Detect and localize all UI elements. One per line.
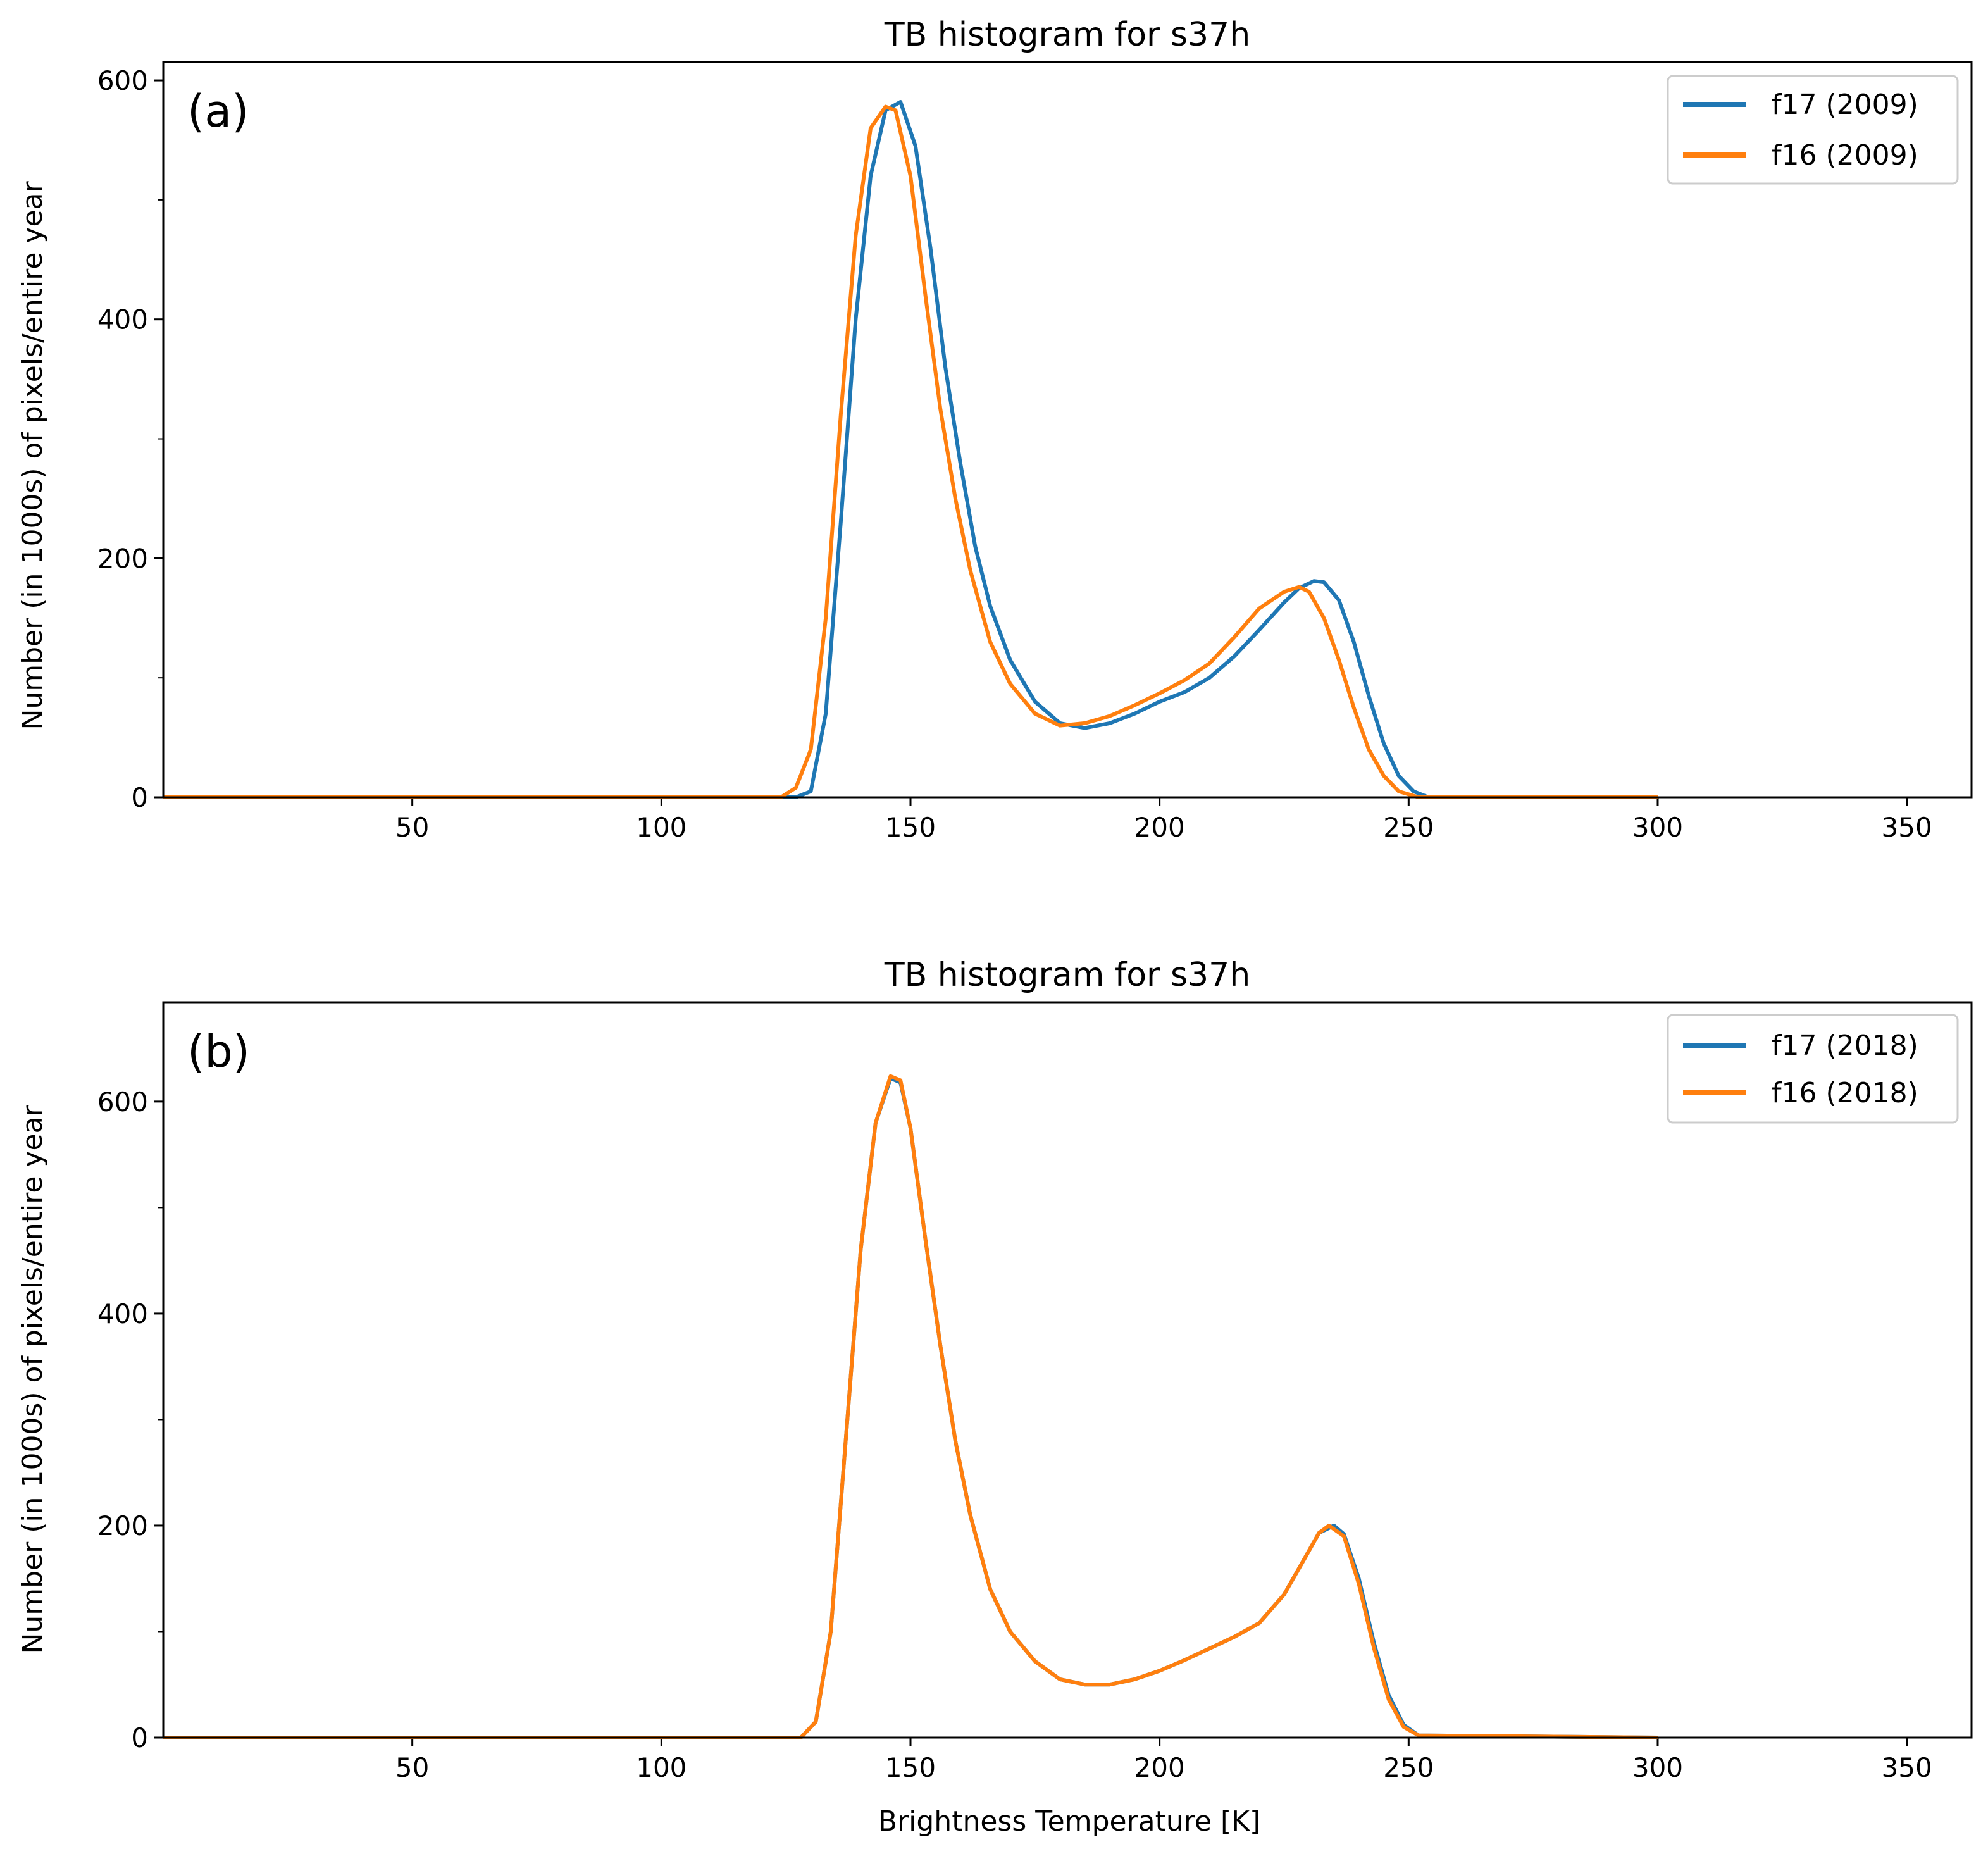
panel-b-x-tick-label-50: 50 xyxy=(395,1752,429,1783)
panel-a-plot-area: 50 100 150 200 250 300 350 0 200 400 600 xyxy=(97,61,1973,843)
panel-a-y-tick-label-400: 400 xyxy=(97,304,148,335)
panel-b-x-tick-label-300: 300 xyxy=(1632,1752,1683,1783)
panel-a-x-tick-label-150: 150 xyxy=(885,812,936,843)
panel-a-label: (a) xyxy=(187,85,249,137)
panel-b-legend-label-f17: f17 (2018) xyxy=(1772,1030,1918,1062)
panel-a: TB histogram for s37h Number (in 1000s) … xyxy=(16,16,1973,843)
panel-b: TB histogram for s37h Number (in 1000s) … xyxy=(16,956,1973,1838)
panel-a-y-tick-label-200: 200 xyxy=(97,543,148,574)
panel-a-axes-frame xyxy=(162,61,1973,799)
panel-a-series-line-f17 xyxy=(163,100,1658,799)
panel-a-x-tick-label-350: 350 xyxy=(1882,812,1932,843)
x-axis-label: Brightness Temperature [K] xyxy=(878,1805,1260,1838)
panel-a-legend-label-f17: f17 (2009) xyxy=(1772,89,1918,121)
panel-b-x-tick-label-350: 350 xyxy=(1882,1752,1932,1783)
panel-a-legend: f17 (2009) f16 (2009) xyxy=(1667,75,1959,185)
panel-b-legend-box xyxy=(1667,1014,1959,1124)
panel-a-x-tick-label-250: 250 xyxy=(1383,812,1434,843)
panel-b-label: (b) xyxy=(187,1026,250,1078)
panel-a-series-line-f16 xyxy=(163,104,1658,799)
panel-a-x-tick-label-200: 200 xyxy=(1134,812,1185,843)
panel-b-x-tick-label-100: 100 xyxy=(636,1752,686,1783)
panel-b-y-tick-label-0: 0 xyxy=(131,1722,148,1753)
panel-b-y-tick-label-200: 200 xyxy=(97,1510,148,1541)
panel-a-x-tick-label-300: 300 xyxy=(1632,812,1683,843)
panel-a-legend-label-f16: f16 (2009) xyxy=(1772,139,1918,171)
panel-a-title: TB histogram for s37h xyxy=(884,16,1250,54)
panel-b-x-tick-label-150: 150 xyxy=(885,1752,936,1783)
panel-a-x-tick-label-50: 50 xyxy=(395,812,429,843)
panel-b-y-tick-label-600: 600 xyxy=(97,1086,148,1117)
panel-a-y-tick-label-0: 0 xyxy=(131,782,148,813)
panel-b-x-tick-label-200: 200 xyxy=(1134,1752,1185,1783)
panel-b-plot-area: 50 100 150 200 250 300 350 0 200 400 600 xyxy=(97,1001,1973,1783)
panel-b-ylabel: Number (in 1000s) of pixels/entire year xyxy=(16,1105,49,1654)
panel-b-series-line-f16 xyxy=(163,1074,1658,1739)
panel-b-x-tick-label-250: 250 xyxy=(1383,1752,1434,1783)
panel-a-x-tick-label-100: 100 xyxy=(636,812,686,843)
panel-b-legend-label-f16: f16 (2018) xyxy=(1772,1077,1918,1109)
panel-a-ylabel: Number (in 1000s) of pixels/entire year xyxy=(16,181,49,730)
panel-b-axes-frame xyxy=(162,1001,1973,1739)
panel-b-y-tick-label-400: 400 xyxy=(97,1298,148,1329)
panel-a-y-tick-label-600: 600 xyxy=(97,65,148,96)
panel-b-legend: f17 (2018) f16 (2018) xyxy=(1667,1014,1959,1124)
panel-b-title: TB histogram for s37h xyxy=(884,956,1250,994)
